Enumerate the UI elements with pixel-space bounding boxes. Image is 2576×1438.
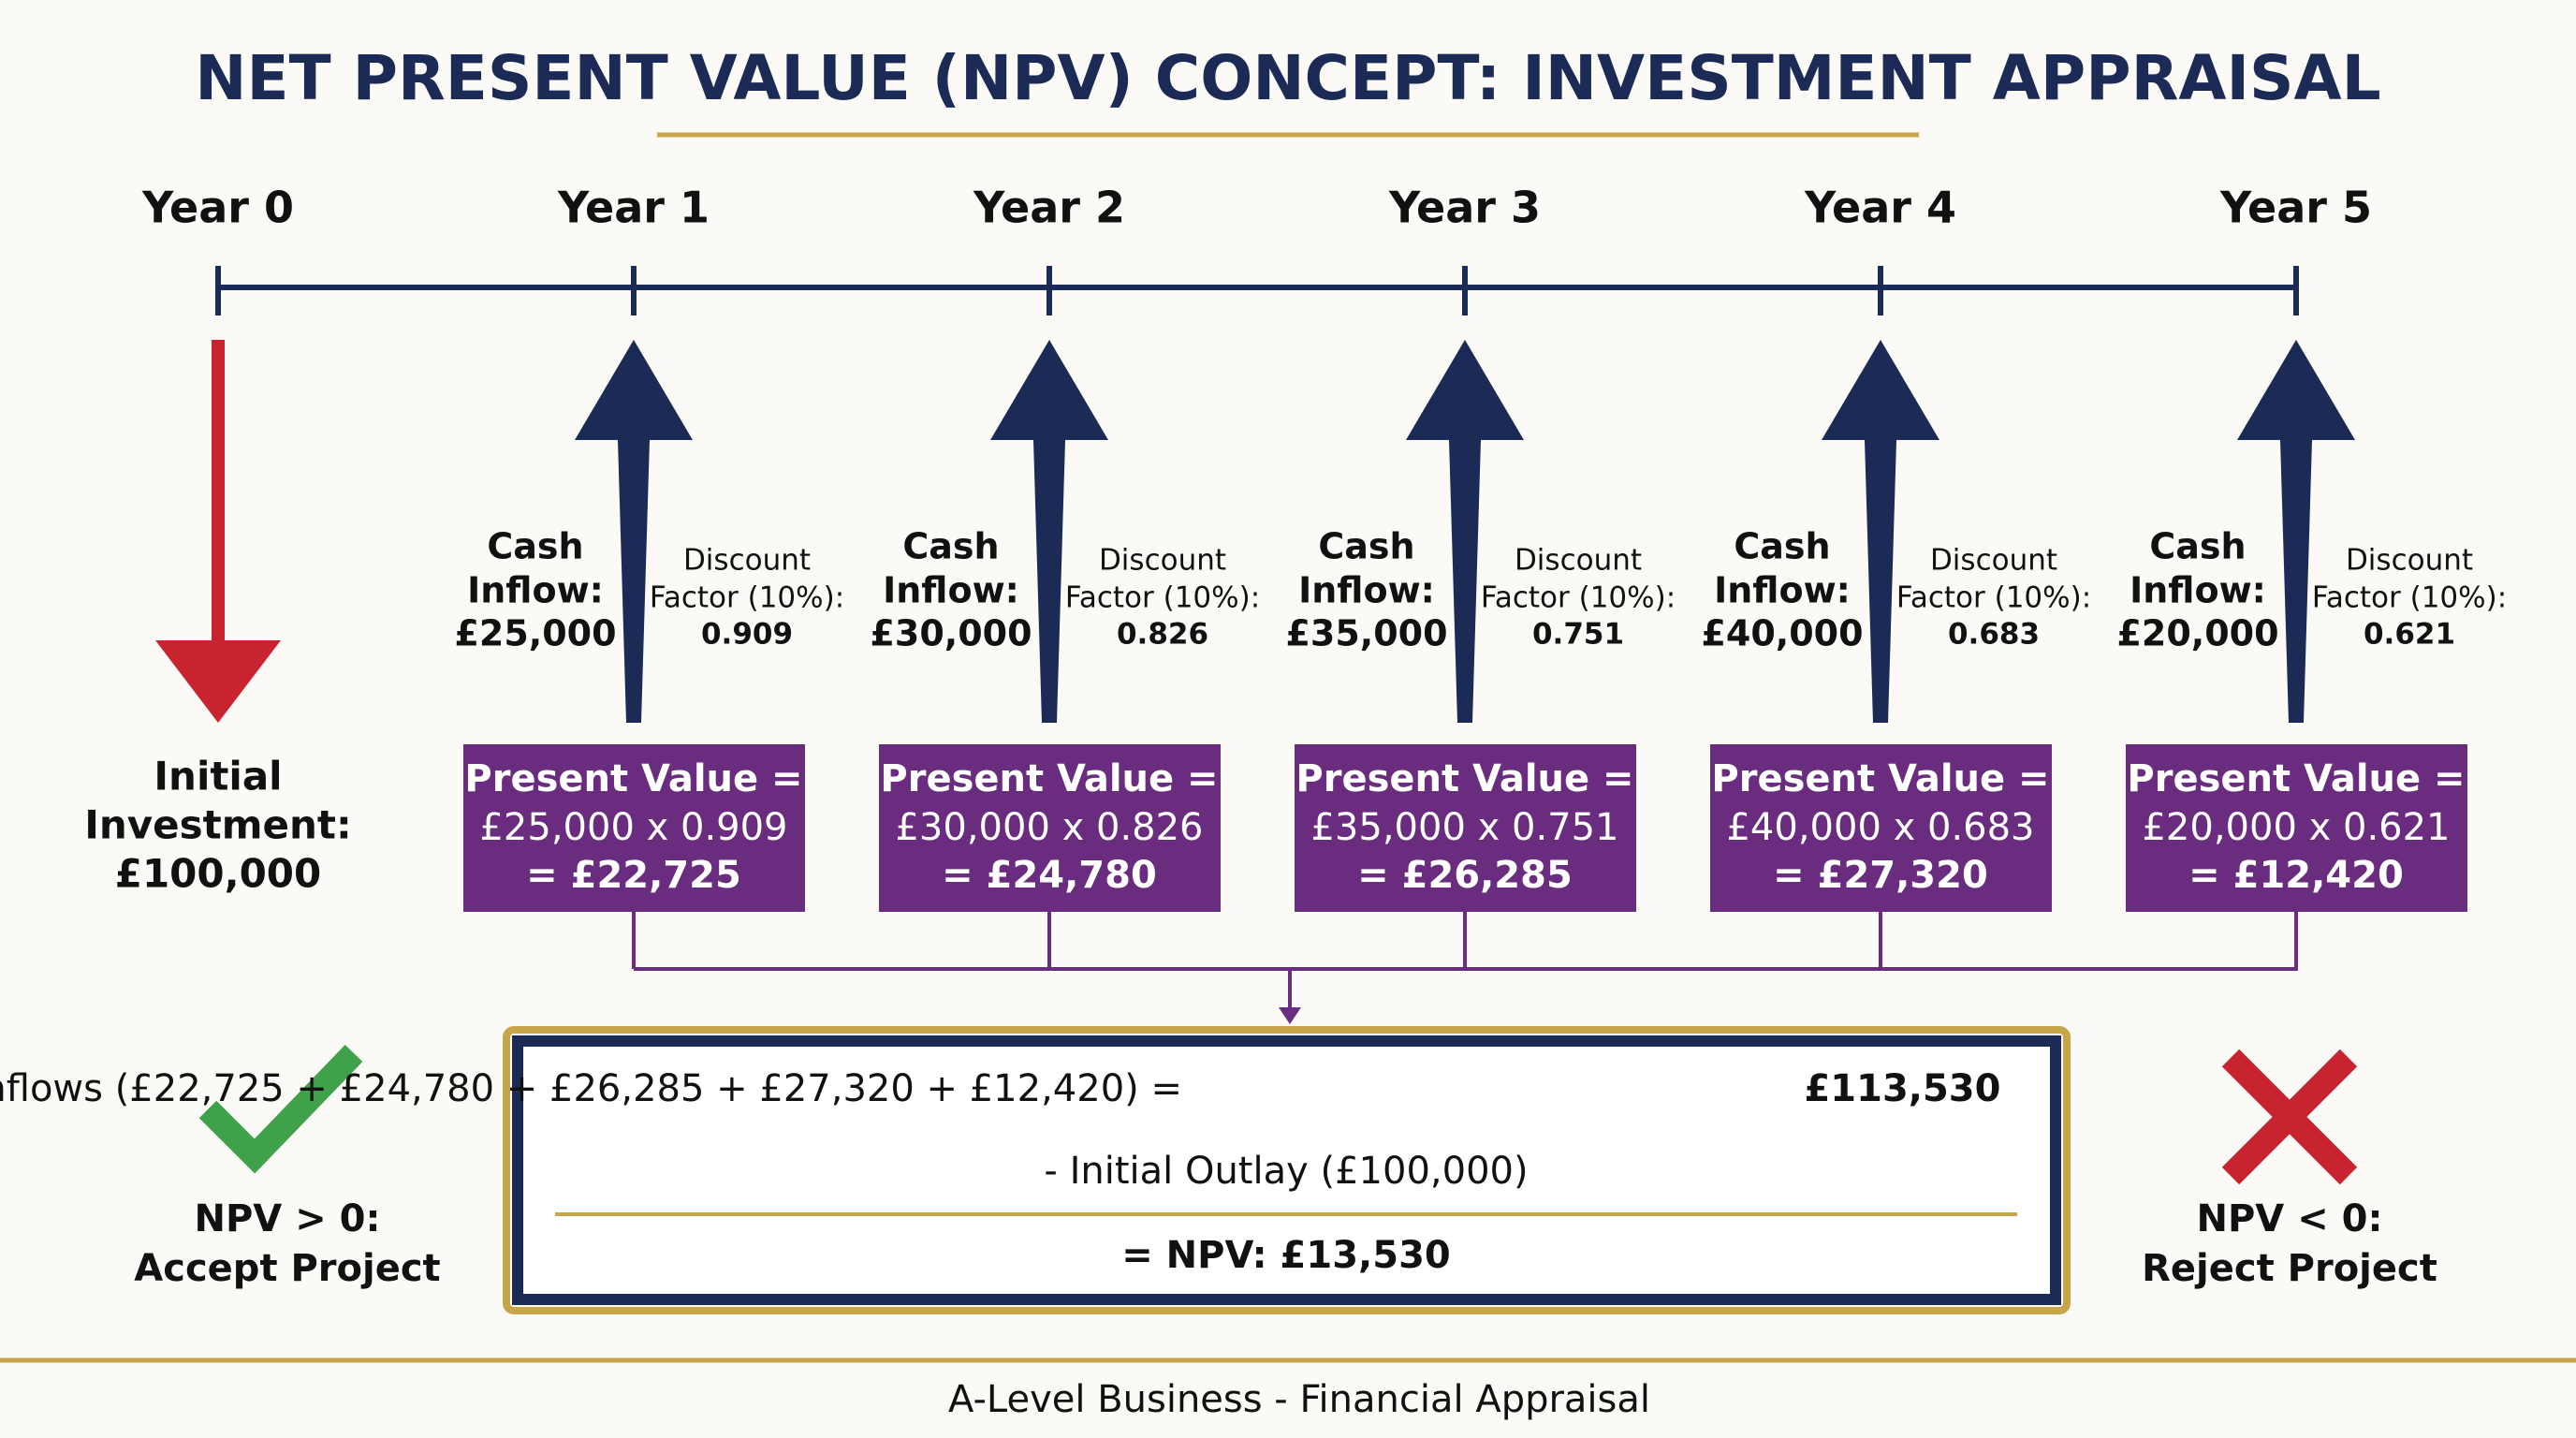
discount-label: Discount [2346,544,2473,578]
discount-factor: 0.751 [1532,618,1624,652]
cash-label: Cash [902,526,999,567]
cash-label: Cash [487,526,583,567]
pv-result: = £12,420 [2188,854,2404,897]
pv-label: Present Value = [880,757,1218,800]
year-label: Year 4 [1804,183,1956,233]
year-label: Year 0 [141,183,294,233]
discount-factor: 0.909 [701,618,793,652]
initial-investment: £100,000 [115,851,322,897]
pv-box [879,744,1221,912]
cross-icon [2221,1049,2358,1185]
footer: A-Level Business - Financial Appraisal [948,1378,1650,1421]
pv-result: = £27,320 [1773,854,1988,897]
cash-label: Inflow: [2130,570,2266,611]
inflow-arrow [1822,340,1939,723]
pv-formula: £30,000 x 0.826 [895,806,1203,849]
pv-result: = £26,285 [1357,854,1573,897]
inflow-arrow [990,340,1108,723]
year-label: Year 2 [973,183,1125,233]
discount-label: Factor (10%): [2312,581,2507,615]
discount-label: Discount [1930,544,2057,578]
cash-label: Inflow: [467,570,604,611]
pv-result: = £22,725 [526,854,741,897]
discount-label: Discount [683,544,811,578]
discount-label: Factor (10%): [1481,581,1676,615]
inflow-arrow [575,340,693,723]
total-value: £113,530 [1804,1067,2000,1110]
year-label: Year 5 [2219,183,2372,233]
initial-investment: Investment: [84,802,352,848]
cash-label: Inflow: [1298,570,1435,611]
cash-label: Cash [1734,526,1830,567]
pv-box [2126,744,2467,912]
pv-formula: £40,000 x 0.683 [1726,806,2034,849]
checkmark-icon [198,1044,363,1174]
summary-inner-border [512,1035,2061,1305]
inflow-arrow [2237,340,2355,723]
cash-amount: £20,000 [2116,613,2278,654]
pv-box [1295,744,1636,912]
discount-label: Factor (10%): [650,581,844,615]
pv-formula: £20,000 x 0.621 [2142,806,2450,849]
cash-amount: £35,000 [1285,613,1447,654]
reject-condition: NPV < 0: [2197,1197,2383,1240]
pv-box [463,744,805,912]
discount-factor: 0.621 [2364,618,2455,652]
discount-factor: 0.683 [1948,618,2040,652]
pv-label: Present Value = [1295,757,1633,800]
pv-box [1710,744,2052,912]
discount-label: Factor (10%): [1065,581,1260,615]
cash-label: Inflow: [883,570,1019,611]
discount-label: Discount [1099,544,1226,578]
year-label: Year 3 [1388,183,1541,233]
cash-amount: £25,000 [454,613,616,654]
cash-label: Cash [1318,526,1414,567]
cash-amount: £30,000 [870,613,1032,654]
accept-decision: Accept Project [134,1247,440,1290]
npv-result: = NPV: £13,530 [1121,1234,1451,1277]
initial-outlay: - Initial Outlay (£100,000) [1044,1150,1528,1193]
cash-label: Inflow: [1714,570,1851,611]
total-label: Total PV of Inflows (£22,725 + £24,780 +… [0,1067,1182,1110]
outflow-arrow [155,340,281,723]
year-label: Year 1 [557,183,710,233]
discount-label: Discount [1515,544,1642,578]
accept-condition: NPV > 0: [195,1197,381,1240]
connector-arrowhead [1279,1007,1301,1024]
pv-result: = £24,780 [942,854,1157,897]
pv-formula: £35,000 x 0.751 [1310,806,1618,849]
pv-formula: £25,000 x 0.909 [479,806,787,849]
cash-label: Cash [2149,526,2246,567]
pv-label: Present Value = [1711,757,2049,800]
discount-factor: 0.826 [1117,618,1208,652]
inflow-arrow [1406,340,1524,723]
cash-amount: £40,000 [1701,613,1863,654]
pv-label: Present Value = [464,757,802,800]
reject-decision: Reject Project [2142,1247,2437,1290]
title: NET PRESENT VALUE (NPV) CONCEPT: INVESTM… [195,42,2380,114]
pv-label: Present Value = [2127,757,2465,800]
discount-label: Factor (10%): [1896,581,2091,615]
initial-investment: Initial [154,754,282,800]
